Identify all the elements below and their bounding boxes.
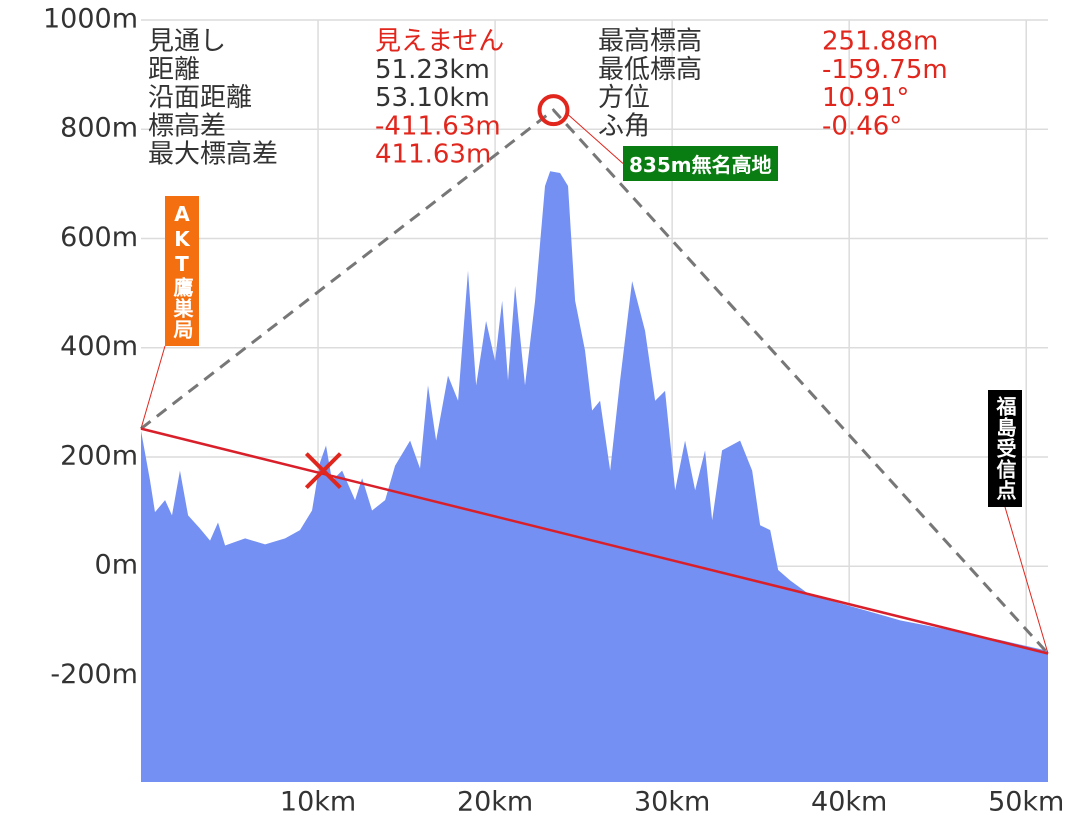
info-label: 沿面距離	[148, 83, 252, 113]
info-label: 最低標高	[598, 55, 702, 85]
info-label: 標高差	[148, 111, 226, 141]
info-value: 10.91°	[822, 83, 909, 113]
info-value: 見えません	[375, 27, 504, 57]
info-value: 53.10km	[375, 83, 490, 113]
receiver-label: 福島受信点	[988, 390, 1022, 507]
peak-marker	[537, 94, 570, 127]
info-value: -411.63m	[375, 111, 501, 141]
info-label: 距離	[148, 55, 200, 85]
info-value: 411.63m	[375, 140, 491, 170]
y-tick-label: 0m	[95, 550, 138, 581]
info-label: 最大標高差	[148, 140, 278, 170]
obstruction-marker	[304, 452, 342, 490]
info-label: 見通し	[148, 27, 226, 57]
x-tick-label: 50km	[988, 787, 1064, 818]
info-value: 51.23km	[375, 55, 490, 85]
leader-line	[140, 345, 166, 429]
leader-line	[1004, 506, 1049, 654]
info-label: ふ角	[598, 111, 650, 141]
x-tick-label: 40km	[811, 787, 887, 818]
sight-line	[140, 427, 1049, 655]
y-tick-label: 800m	[60, 113, 138, 144]
info-label: 方位	[598, 83, 650, 113]
info-value: -0.46°	[822, 111, 902, 141]
clearance-line	[140, 108, 1050, 655]
peak-label: 835m無名高地	[623, 146, 778, 181]
info-value: 251.88m	[822, 27, 938, 57]
x-tick-label: 20km	[457, 787, 533, 818]
station-label: AKT鷹巣局	[165, 196, 199, 346]
info-label: 最高標高	[598, 27, 702, 57]
y-tick-label: 1000m	[43, 4, 138, 35]
leader-line	[567, 113, 624, 164]
y-tick-label: 400m	[60, 331, 138, 362]
y-tick-label: 600m	[60, 222, 138, 253]
terrain-area	[141, 171, 1048, 783]
info-value: -159.75m	[822, 55, 948, 85]
y-tick-label: 200m	[60, 440, 138, 471]
x-tick-label: 10km	[280, 787, 356, 818]
x-tick-label: 30km	[634, 787, 710, 818]
y-tick-label: -200m	[50, 659, 138, 690]
obstruction-stroke	[304, 452, 342, 490]
